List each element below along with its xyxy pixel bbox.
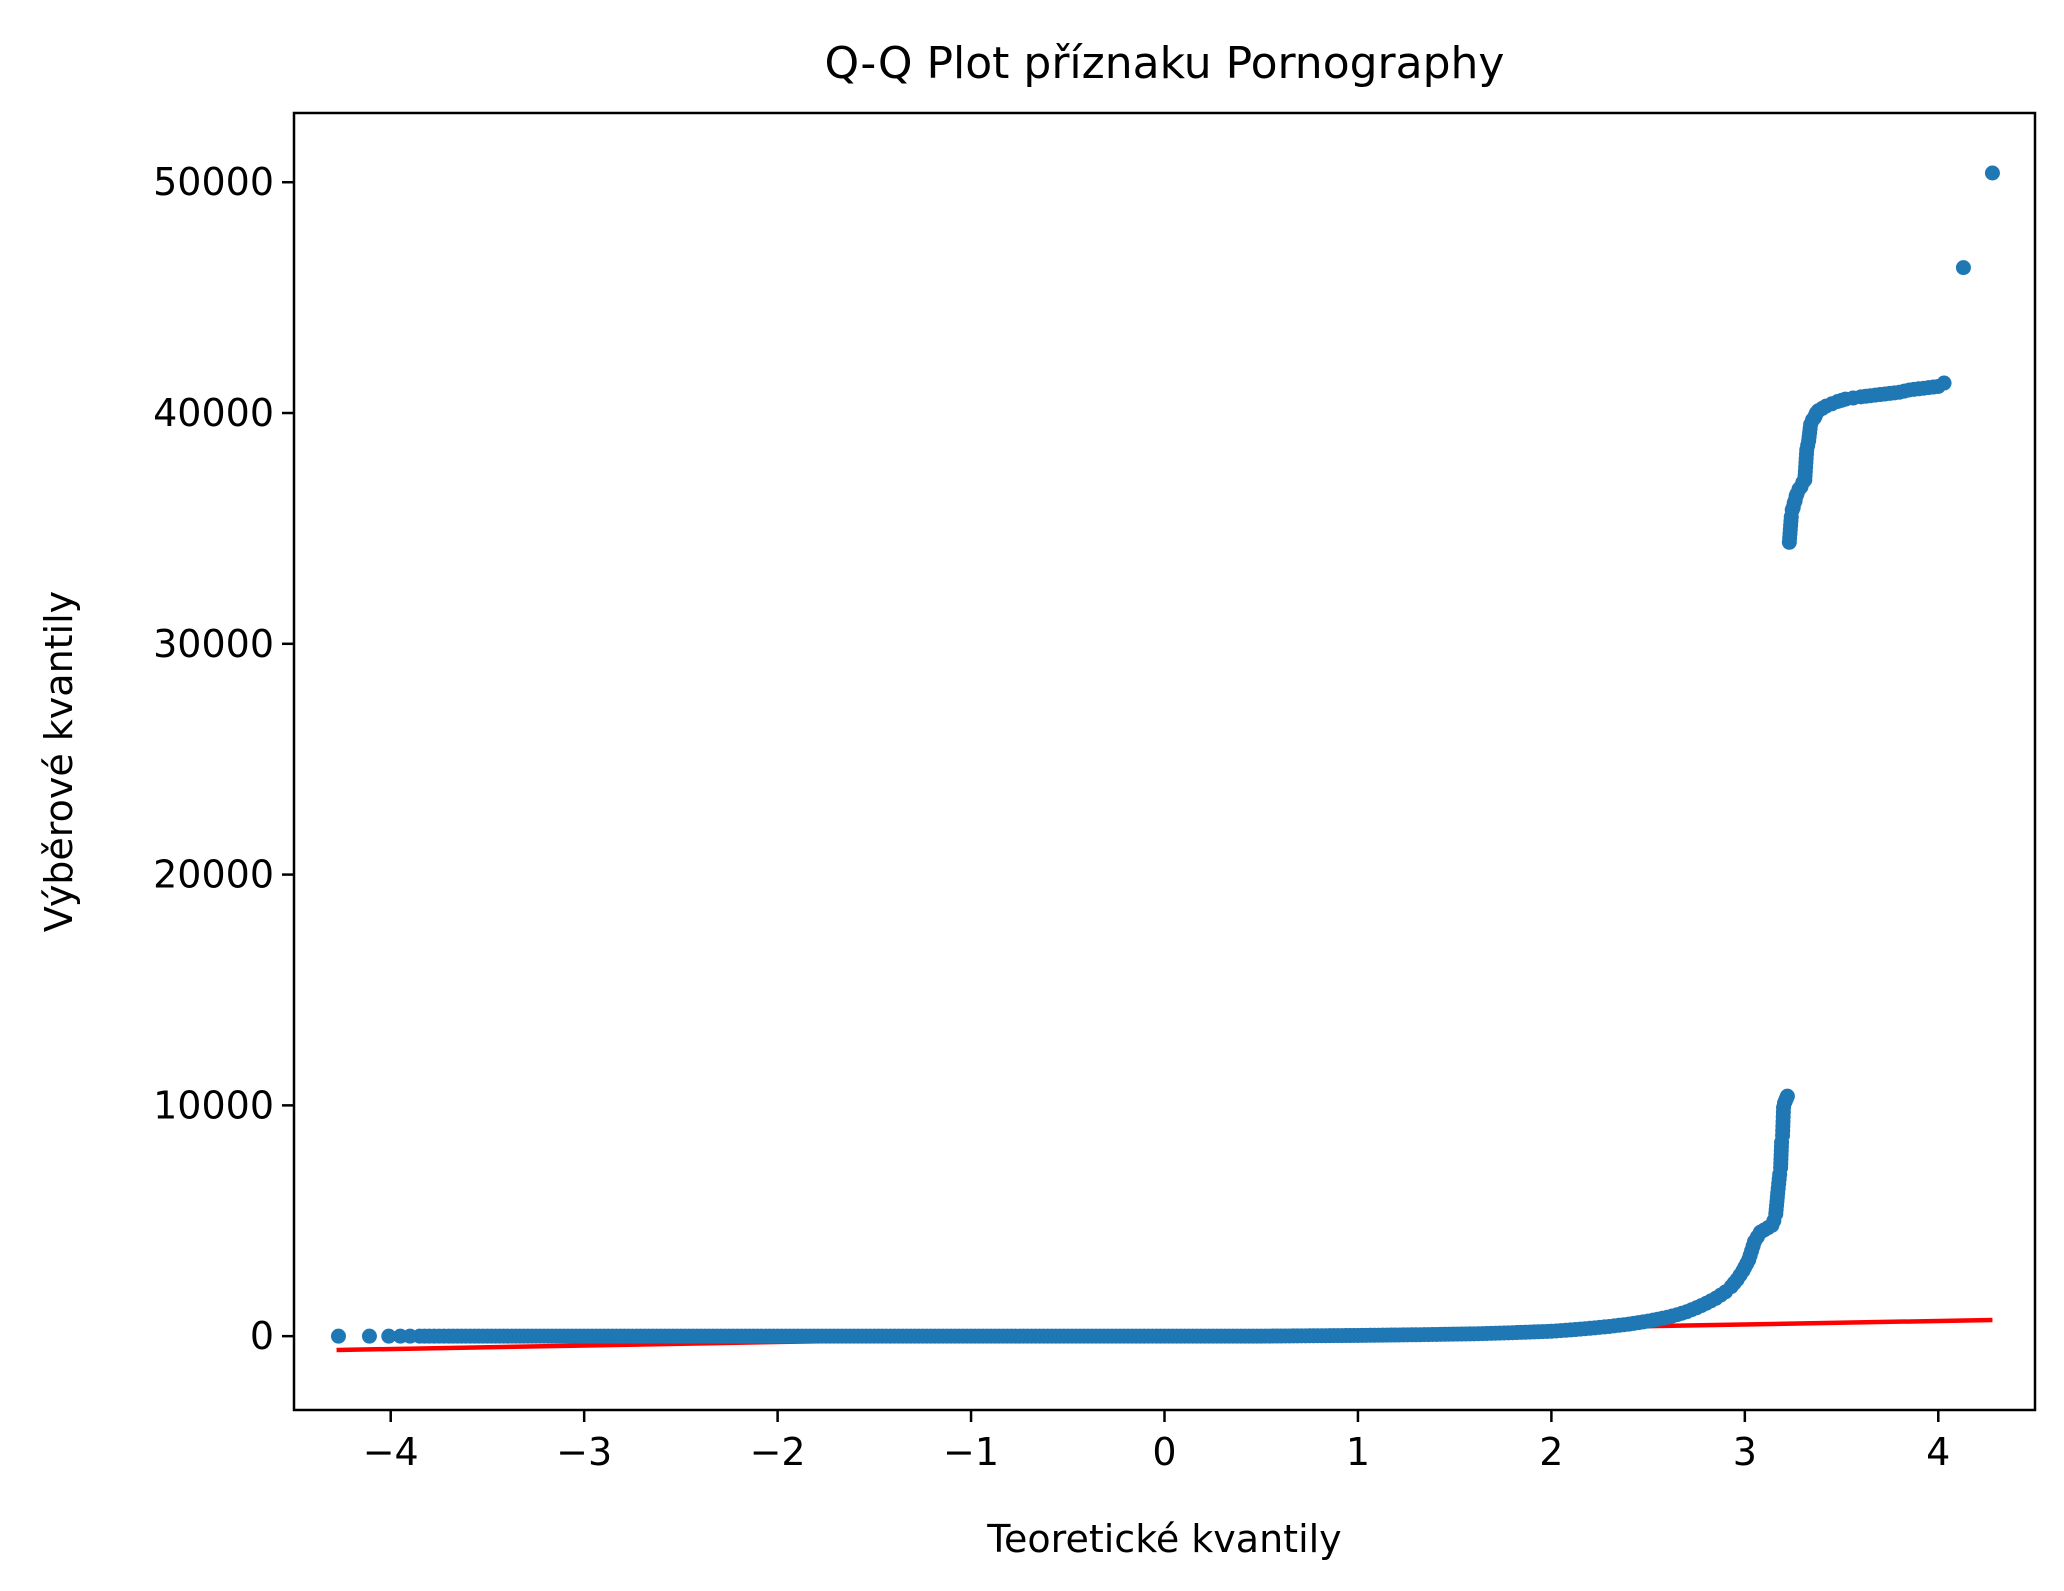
data-point bbox=[381, 1328, 397, 1344]
points-layer bbox=[330, 165, 2000, 1344]
chart-title: Q-Q Plot příznaku Pornography bbox=[825, 38, 1505, 89]
x-tick-label: −2 bbox=[750, 1430, 806, 1474]
x-tick-label: −4 bbox=[363, 1430, 419, 1474]
plot-area bbox=[330, 165, 2000, 1353]
x-tick-label: 0 bbox=[1152, 1430, 1176, 1474]
data-point bbox=[1955, 260, 1971, 276]
y-axis-label: Výběrové kvantily bbox=[37, 591, 81, 932]
data-point bbox=[1936, 375, 1952, 391]
y-tick-label: 20000 bbox=[153, 853, 274, 897]
y-tick-label: 40000 bbox=[153, 391, 274, 435]
y-tick-label: 30000 bbox=[153, 622, 274, 666]
y-tick-label: 10000 bbox=[153, 1083, 274, 1127]
x-tick-label: −3 bbox=[556, 1430, 612, 1474]
x-tick-label: 4 bbox=[1926, 1430, 1950, 1474]
data-point bbox=[1984, 165, 2000, 181]
y-tick-label: 50000 bbox=[153, 160, 274, 204]
x-axis-ticks: −4 −3 −2 −1 0 1 2 3 4 bbox=[363, 1410, 1950, 1474]
x-tick-label: 2 bbox=[1539, 1430, 1563, 1474]
x-tick-label: 1 bbox=[1346, 1430, 1370, 1474]
y-tick-label: 0 bbox=[250, 1314, 274, 1358]
x-tick-label: −1 bbox=[943, 1430, 999, 1474]
data-point bbox=[1779, 1088, 1795, 1104]
x-axis-label: Teoretické kvantily bbox=[986, 1517, 1341, 1561]
x-tick-label: 3 bbox=[1733, 1430, 1757, 1474]
data-point bbox=[330, 1328, 346, 1344]
data-point bbox=[361, 1328, 377, 1344]
y-axis-ticks: 0 10000 20000 30000 40000 50000 bbox=[153, 160, 294, 1358]
